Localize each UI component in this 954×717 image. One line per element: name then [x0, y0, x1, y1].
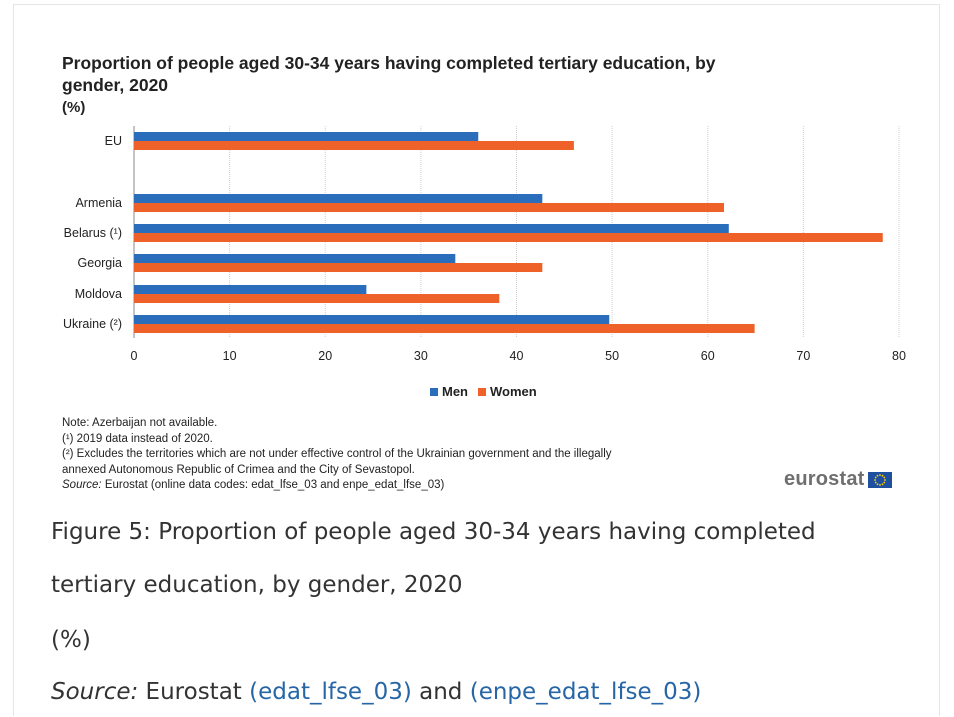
note-line: Note: Azerbaijan not available.	[62, 417, 218, 429]
link-enpe-edat-lfse-03[interactable]: (enpe_edat_lfse_03)	[469, 679, 702, 705]
bar-women-1	[134, 203, 725, 212]
bar-men-4	[134, 285, 367, 294]
caption-title-line2: tertiary education, by gender, 2020	[51, 572, 463, 598]
category-label: Moldova	[75, 287, 122, 301]
x-tick-label: 30	[414, 349, 428, 363]
caption-title-line1: Figure 5: Proportion of people aged 30-3…	[51, 519, 816, 545]
bar-women-2	[134, 233, 883, 242]
category-label: Ukraine (²)	[63, 317, 122, 331]
bar-men-0	[134, 132, 479, 141]
bar-men-1	[134, 194, 543, 203]
legend-item-men: Men	[430, 384, 468, 399]
x-tick-label: 20	[318, 349, 332, 363]
category-label: EU	[105, 134, 122, 148]
bar-women-4	[134, 294, 500, 303]
x-tick-label: 60	[701, 349, 715, 363]
legend-swatch-women	[478, 387, 486, 396]
caption-source-label: Source:	[51, 679, 139, 705]
legend-item-women: Women	[478, 384, 537, 399]
caption-source-text: Eurostat	[138, 679, 250, 705]
eu-flag-icon	[867, 471, 892, 488]
link-edat-lfse-03[interactable]: (edat_lfse_03)	[249, 679, 412, 705]
note-source-label: Source:	[62, 479, 102, 491]
x-tick-label: 70	[796, 349, 810, 363]
x-tick-label: 80	[892, 349, 906, 363]
legend-swatch-men	[430, 387, 438, 396]
eurostat-logo: eurostat	[784, 468, 892, 491]
x-tick-label: 50	[605, 349, 619, 363]
figure-frame	[13, 4, 940, 716]
bar-women-0	[134, 141, 574, 150]
x-tick-label: 10	[223, 349, 237, 363]
category-label: Georgia	[78, 256, 123, 270]
category-label: Belarus (¹)	[64, 226, 122, 240]
chart-unit: (%)	[62, 99, 86, 116]
bar-women-3	[134, 263, 543, 272]
bar-women-5	[134, 324, 755, 333]
caption-and: and	[411, 679, 470, 705]
chart-title: Proportion of people aged 30-34 years ha…	[62, 53, 716, 95]
eurostat-wordmark: eurostat	[784, 468, 865, 490]
caption-unit: (%)	[51, 627, 91, 653]
note-line: annexed Autonomous Republic of Crimea an…	[62, 463, 415, 476]
note-line: (²) Excludes the territories which are n…	[62, 448, 612, 460]
chart-notes: Note: Azerbaijan not available. (¹) 2019…	[62, 416, 762, 494]
chart-legend: Men Women	[430, 384, 543, 399]
bar-men-5	[134, 315, 610, 324]
note-source: Source: Eurostat (online data codes: eda…	[62, 478, 762, 494]
legend-label-men: Men	[442, 384, 468, 399]
category-label: Armenia	[75, 196, 122, 210]
x-tick-label: 0	[131, 349, 138, 363]
note-source-text: Eurostat (online data codes: edat_lfse_0…	[101, 479, 445, 491]
bar-men-2	[134, 224, 729, 233]
bar-men-3	[134, 254, 456, 263]
note-line: (¹) 2019 data instead of 2020.	[62, 432, 213, 445]
caption-source: Source: Eurostat (edat_lfse_03) and (enp…	[51, 679, 701, 705]
x-tick-label: 40	[510, 349, 524, 363]
legend-label-women: Women	[490, 384, 537, 399]
